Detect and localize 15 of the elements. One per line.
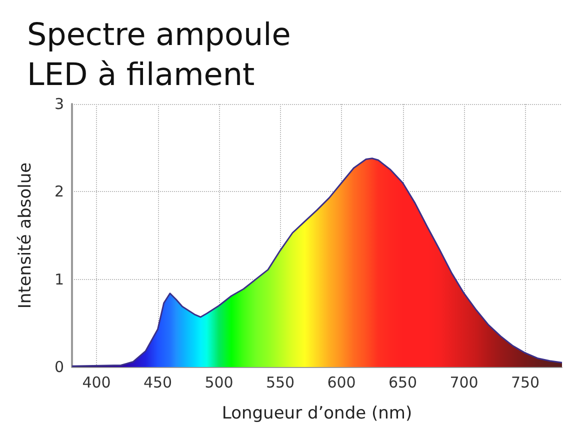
- y-tick-label: 0: [54, 358, 64, 376]
- y-tick-label: 2: [54, 182, 64, 201]
- y-tick-label: 3: [54, 95, 64, 113]
- x-tick-label: 450: [143, 374, 172, 392]
- x-tick-label: 750: [510, 374, 540, 392]
- x-tick-label: 500: [204, 374, 234, 392]
- x-tick-label: 600: [327, 374, 356, 392]
- y-tick-label: 1: [54, 270, 64, 288]
- x-tick-label: 700: [450, 374, 478, 392]
- x-tick-label: 650: [388, 374, 418, 392]
- chart-title: Spectre ampoule LED à filament: [27, 17, 301, 93]
- x-tick-label: 400: [82, 374, 111, 392]
- y-axis-title: Intensité absolue: [16, 162, 36, 309]
- x-axis-title: Longueur d’onde (nm): [222, 404, 412, 424]
- x-tick-label: 550: [266, 374, 295, 392]
